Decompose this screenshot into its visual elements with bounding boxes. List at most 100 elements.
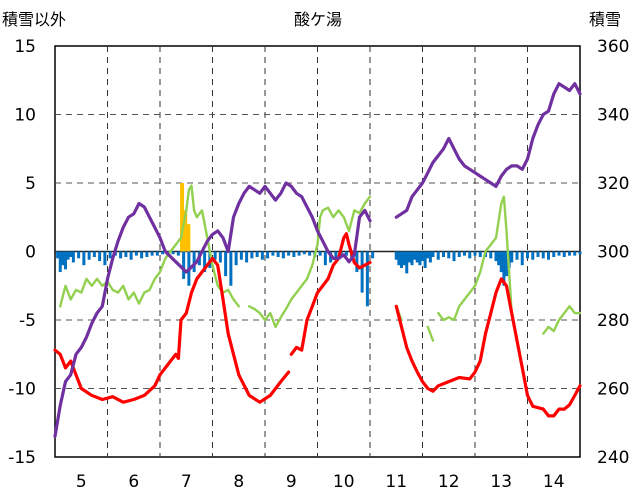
y-right-tick-label: 280 bbox=[597, 311, 629, 331]
x-tick-label: 14 bbox=[543, 472, 565, 492]
bar-precip bbox=[77, 251, 81, 259]
bar-precip bbox=[499, 251, 503, 273]
x-tick-label: 7 bbox=[181, 472, 192, 492]
bar-precip bbox=[531, 251, 535, 260]
bar-precip bbox=[150, 251, 154, 256]
bar-snowfall bbox=[186, 224, 191, 252]
series-green-line bbox=[426, 325, 435, 342]
bar-precip bbox=[578, 251, 582, 255]
left-axis-label: 積雪以外 bbox=[2, 10, 66, 29]
bar-precip bbox=[192, 251, 196, 273]
bar-precip bbox=[171, 251, 175, 255]
bar-precip bbox=[287, 251, 291, 256]
bar-precip bbox=[426, 251, 430, 259]
series-green-line bbox=[59, 184, 240, 308]
bar-precip bbox=[145, 251, 149, 257]
y-left-tick-label: -10 bbox=[8, 380, 36, 400]
bar-precip bbox=[69, 251, 73, 257]
y-right-tick-label: 360 bbox=[597, 37, 629, 57]
series-red-line bbox=[53, 256, 291, 404]
bar-precip bbox=[489, 251, 493, 259]
bar-precip bbox=[562, 251, 566, 257]
bar-precip bbox=[260, 251, 264, 260]
x-tick-label: 6 bbox=[128, 472, 139, 492]
bar-precip bbox=[431, 251, 435, 257]
tick-labels: -15 -10 -5 0 5 10 15 240 260 280 300 320 340 360 5 6 7 8 9… bbox=[8, 37, 629, 492]
bar-precip bbox=[344, 251, 348, 256]
bar-precip bbox=[421, 251, 424, 262]
bar-precip bbox=[478, 251, 482, 257]
bar-precip bbox=[234, 251, 238, 266]
x-tick-label: 11 bbox=[385, 472, 407, 492]
bar-precip bbox=[547, 251, 550, 260]
bar-precip bbox=[323, 251, 327, 266]
series-purple-line bbox=[53, 181, 372, 438]
bar-precip bbox=[520, 251, 524, 266]
bar-precip bbox=[203, 251, 207, 273]
bar-precip bbox=[394, 251, 398, 260]
bar-precip bbox=[124, 251, 128, 257]
bar-precip bbox=[505, 251, 508, 277]
bar-precip bbox=[245, 251, 249, 263]
bar-precip bbox=[281, 251, 285, 259]
x-tick-label: 8 bbox=[233, 472, 244, 492]
grid bbox=[55, 46, 580, 457]
y-left-tick-label: 0 bbox=[25, 243, 36, 263]
bar-precip bbox=[400, 251, 403, 268]
bar-precip bbox=[494, 251, 498, 262]
y-right-tick-label: 340 bbox=[597, 106, 629, 126]
bar-precip bbox=[129, 251, 133, 260]
bar-precip bbox=[108, 251, 112, 259]
bar-precip bbox=[468, 251, 472, 259]
bar-precip bbox=[405, 251, 409, 274]
bar-precip bbox=[397, 251, 401, 266]
bar-precip bbox=[526, 251, 529, 259]
right-axis-label: 積雪 bbox=[589, 10, 621, 29]
y-left-tick-label: -15 bbox=[8, 448, 36, 468]
bar-precip bbox=[473, 251, 477, 256]
x-tick-label: 9 bbox=[286, 472, 297, 492]
series-green-line bbox=[542, 305, 582, 335]
bar-snowfall bbox=[183, 210, 188, 252]
bar-precip bbox=[413, 251, 417, 260]
bar-precip bbox=[98, 251, 102, 262]
bar-precip bbox=[365, 251, 369, 307]
series-purple-line bbox=[394, 82, 582, 219]
bar-precip bbox=[318, 251, 322, 256]
bar-precip bbox=[218, 251, 222, 263]
series-red-line bbox=[394, 277, 582, 418]
bar-precip bbox=[447, 251, 451, 259]
bar-precip bbox=[418, 251, 422, 266]
x-tick-label: 12 bbox=[438, 472, 460, 492]
bar-precip bbox=[415, 251, 419, 263]
bar-precip bbox=[161, 251, 165, 255]
bar-precip bbox=[276, 251, 280, 257]
bar-precip bbox=[61, 251, 65, 266]
bar-precip bbox=[297, 251, 301, 256]
bar-precip bbox=[82, 251, 86, 266]
bar-snowfall bbox=[180, 183, 185, 252]
bar-precip bbox=[463, 251, 466, 256]
bar-precip bbox=[407, 251, 411, 263]
bar-precip bbox=[515, 251, 519, 260]
bar-precip bbox=[355, 251, 359, 273]
bar-precip bbox=[58, 251, 62, 273]
bar-precip bbox=[64, 251, 67, 270]
bar-precip bbox=[452, 251, 456, 262]
bar-precip bbox=[360, 251, 364, 293]
bar-precip bbox=[56, 251, 60, 259]
bar-precip bbox=[71, 251, 75, 263]
x-tick-label: 5 bbox=[76, 472, 87, 492]
bar-precip bbox=[134, 251, 138, 256]
bar-precip bbox=[255, 251, 259, 257]
bar-precip bbox=[510, 251, 514, 263]
bar-precip bbox=[402, 251, 406, 266]
y-right-tick-label: 260 bbox=[597, 380, 629, 400]
bar-precip bbox=[224, 251, 228, 277]
bar-precip bbox=[423, 251, 427, 268]
bar-precip bbox=[176, 251, 180, 256]
y-left-tick-label: 15 bbox=[14, 37, 36, 57]
bar-precip bbox=[410, 251, 414, 266]
bar-precip bbox=[502, 251, 506, 286]
series-red-line bbox=[289, 232, 372, 356]
